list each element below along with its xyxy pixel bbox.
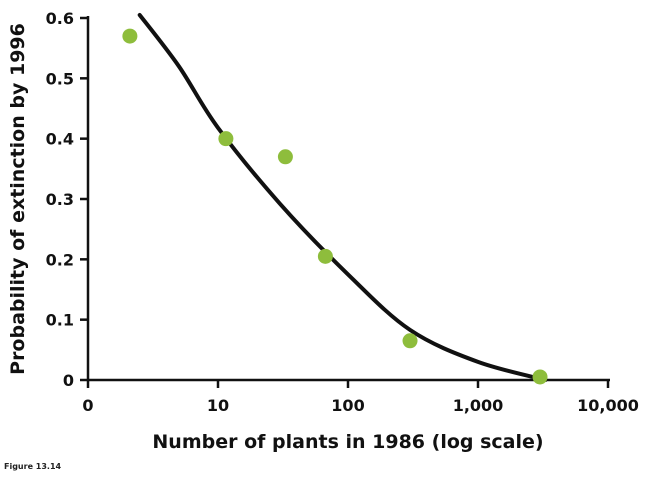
x-tick-label: 0 xyxy=(82,396,93,415)
x-tick-label: 1,000 xyxy=(453,396,504,415)
data-point xyxy=(218,131,234,147)
y-tick-label: 0.4 xyxy=(46,130,74,149)
data-point xyxy=(402,333,418,349)
y-tick-label: 0.1 xyxy=(46,311,74,330)
fit-curve-group xyxy=(137,13,548,382)
y-tick-label: 0.5 xyxy=(46,69,74,88)
x-ticks: 0 10 100 1,000 10,000 xyxy=(82,380,639,415)
x-tick-label: 100 xyxy=(331,396,364,415)
axes xyxy=(86,16,610,382)
y-tick-label: 0.6 xyxy=(46,9,74,28)
data-point xyxy=(532,369,548,385)
y-ticks: 0 0.1 0.2 0.3 0.4 0.5 0.6 xyxy=(46,9,88,390)
x-tick-label: 10,000 xyxy=(577,396,639,415)
y-tick-label: 0.3 xyxy=(46,190,74,209)
x-axis-title: Number of plants in 1986 (log scale) xyxy=(152,431,543,453)
figure-label: Figure 13.14 xyxy=(4,462,62,471)
y-axis-title: Probability of extinction by 1996 xyxy=(7,23,29,375)
y-tick-label: 0 xyxy=(63,371,74,390)
data-points xyxy=(122,28,548,385)
x-tick-label: 10 xyxy=(207,396,229,415)
data-point xyxy=(277,149,293,165)
y-tick-label: 0.2 xyxy=(46,250,74,269)
data-point xyxy=(122,28,138,44)
fit-curve xyxy=(137,13,548,382)
data-point xyxy=(317,248,333,264)
